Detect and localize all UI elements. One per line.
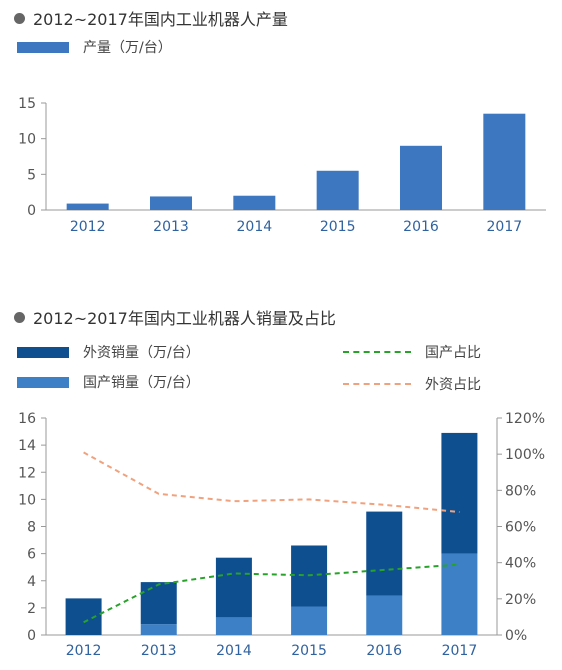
legend-foreign-sales: 外资销量（万/台） bbox=[17, 342, 200, 362]
bullet-dot-icon bbox=[14, 311, 25, 323]
legend-domestic-sales: 国产销量（万/台） bbox=[17, 372, 200, 392]
sales-x-tick-label: 2016 bbox=[366, 643, 402, 659]
sales-y-tick-label: 6 bbox=[27, 547, 36, 563]
foreign-sales-swatch bbox=[17, 346, 69, 358]
production-x-tick-label: 2017 bbox=[487, 219, 523, 235]
production-title-text: 2012~2017年国内工业机器人产量 bbox=[33, 10, 288, 29]
domestic-sales-bar bbox=[366, 595, 403, 635]
sales-x-tick-label: 2012 bbox=[66, 643, 102, 659]
sales-y2-tick-label: 40% bbox=[505, 556, 536, 572]
sales-y2-tick-label: 0% bbox=[505, 628, 527, 644]
legend-domestic-share: 国产占比 bbox=[343, 342, 481, 362]
domestic-sales-swatch bbox=[17, 376, 69, 388]
bullet-dot-icon bbox=[14, 12, 25, 24]
sales-y-tick-label: 0 bbox=[27, 628, 36, 644]
production-y-tick-label: 15 bbox=[18, 96, 36, 112]
domestic-share-label: 国产占比 bbox=[425, 345, 481, 361]
sales-y-tick-label: 14 bbox=[18, 438, 36, 454]
sales-x-tick-label: 2013 bbox=[141, 643, 177, 659]
sales-y-tick-label: 10 bbox=[18, 492, 36, 508]
sales-y-tick-label: 4 bbox=[27, 574, 36, 590]
sales-y2-tick-label: 60% bbox=[505, 520, 536, 536]
production-y-tick-label: 10 bbox=[18, 132, 36, 148]
production-y-tick-label: 0 bbox=[27, 203, 36, 219]
domestic-sales-label: 国产销量（万/台） bbox=[83, 375, 200, 391]
domestic-share-swatch bbox=[343, 351, 411, 353]
sales-y2-tick-label: 20% bbox=[505, 592, 536, 608]
sales-x-tick-label: 2014 bbox=[216, 643, 252, 659]
foreign-sales-bar bbox=[441, 432, 478, 554]
production-bar bbox=[316, 170, 359, 210]
sales-title-text: 2012~2017年国内工业机器人销量及占比 bbox=[33, 309, 336, 328]
domestic-share-line bbox=[83, 563, 460, 624]
production-x-tick-label: 2016 bbox=[403, 219, 439, 235]
production-x-tick-label: 2015 bbox=[320, 219, 356, 235]
production-x-tick-label: 2013 bbox=[153, 219, 189, 235]
production-legend-label: 产量（万/台） bbox=[83, 40, 172, 56]
foreign-sales-bar bbox=[215, 557, 252, 618]
production-legend-swatch bbox=[17, 41, 69, 53]
foreign-share-swatch bbox=[343, 383, 411, 385]
production-chart-title: 2012~2017年国内工业机器人产量 bbox=[14, 6, 288, 30]
production-bar bbox=[66, 203, 109, 210]
foreign-share-line bbox=[83, 451, 460, 513]
sales-x-tick-label: 2017 bbox=[442, 643, 478, 659]
foreign-sales-bar bbox=[366, 511, 403, 596]
production-y-tick-label: 5 bbox=[27, 167, 36, 183]
sales-y-tick-label: 16 bbox=[18, 411, 36, 427]
domestic-sales-bar bbox=[140, 624, 177, 635]
production-legend: 产量（万/台） bbox=[17, 37, 172, 57]
legend-foreign-share: 外资占比 bbox=[343, 374, 481, 394]
sales-chart-title: 2012~2017年国内工业机器人销量及占比 bbox=[14, 305, 336, 329]
foreign-sales-bar bbox=[140, 582, 177, 625]
sales-y2-tick-label: 120% bbox=[505, 411, 545, 427]
sales-y2-tick-label: 100% bbox=[505, 447, 545, 463]
domestic-sales-bar bbox=[215, 617, 252, 635]
sales-y-tick-label: 12 bbox=[18, 465, 36, 481]
sales-y2-tick-label: 80% bbox=[505, 483, 536, 499]
domestic-sales-bar bbox=[291, 606, 328, 635]
domestic-sales-bar bbox=[441, 553, 478, 635]
sales-x-tick-label: 2015 bbox=[291, 643, 327, 659]
production-x-tick-label: 2014 bbox=[237, 219, 273, 235]
production-bar bbox=[400, 145, 442, 210]
production-bar bbox=[233, 195, 276, 210]
sales-y-tick-label: 8 bbox=[27, 520, 36, 536]
foreign-sales-label: 外资销量（万/台） bbox=[83, 345, 200, 361]
sales-y-tick-label: 2 bbox=[27, 601, 36, 617]
production-bar bbox=[150, 196, 192, 210]
production-bar bbox=[483, 113, 526, 210]
foreign-share-label: 外资占比 bbox=[425, 377, 481, 393]
production-x-tick-label: 2012 bbox=[70, 219, 106, 235]
